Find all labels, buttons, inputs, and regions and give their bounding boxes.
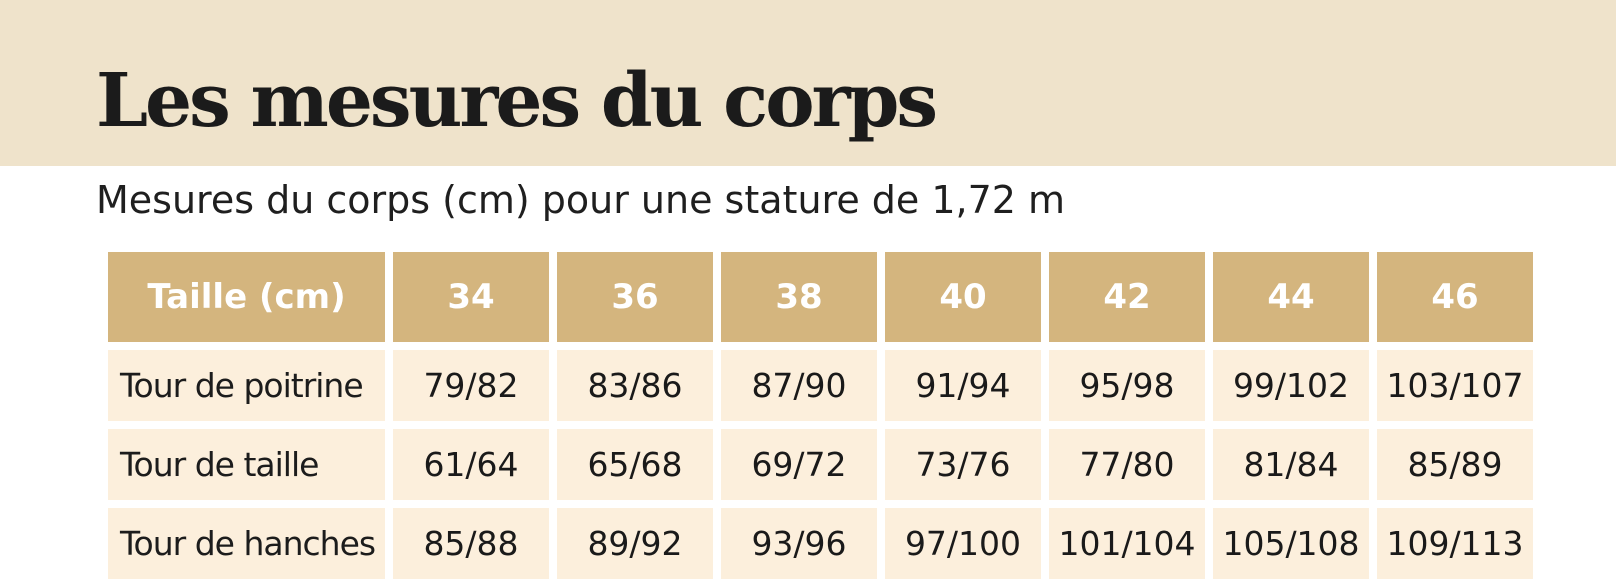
table-cell: 93/96 [721, 508, 877, 579]
table-row-chest: Tour de poitrine 79/82 83/86 87/90 91/94… [108, 350, 1533, 421]
table-cell: 103/107 [1377, 350, 1533, 421]
table-cell: 73/76 [885, 429, 1041, 500]
table-header-row: Taille (cm) 34 36 38 40 42 44 46 [108, 252, 1533, 342]
header-size-44: 44 [1213, 252, 1369, 342]
table-cell: 65/68 [557, 429, 713, 500]
row-label-hips: Tour de hanches [108, 508, 385, 579]
table-row-waist: Tour de taille 61/64 65/68 69/72 73/76 7… [108, 429, 1533, 500]
header-size-40: 40 [885, 252, 1041, 342]
size-table: Taille (cm) 34 36 38 40 42 44 46 Tour de… [100, 244, 1541, 587]
table-cell: 83/86 [557, 350, 713, 421]
table-cell: 85/88 [393, 508, 549, 579]
page-title: Les mesures du corps [96, 58, 938, 144]
table-cell: 91/94 [885, 350, 1041, 421]
header-size-36: 36 [557, 252, 713, 342]
table-cell: 87/90 [721, 350, 877, 421]
table-cell: 77/80 [1049, 429, 1205, 500]
table-cell: 79/82 [393, 350, 549, 421]
table-cell: 109/113 [1377, 508, 1533, 579]
header-size-label: Taille (cm) [108, 252, 385, 342]
table-cell: 85/89 [1377, 429, 1533, 500]
table-cell: 61/64 [393, 429, 549, 500]
header-size-34: 34 [393, 252, 549, 342]
table-cell: 69/72 [721, 429, 877, 500]
row-label-waist: Tour de taille [108, 429, 385, 500]
table-cell: 81/84 [1213, 429, 1369, 500]
table-cell: 101/104 [1049, 508, 1205, 579]
header-size-38: 38 [721, 252, 877, 342]
table-cell: 95/98 [1049, 350, 1205, 421]
table-cell: 105/108 [1213, 508, 1369, 579]
table-row-hips: Tour de hanches 85/88 89/92 93/96 97/100… [108, 508, 1533, 579]
table-cell: 97/100 [885, 508, 1041, 579]
header-size-42: 42 [1049, 252, 1205, 342]
header-size-46: 46 [1377, 252, 1533, 342]
header-band [0, 0, 1616, 166]
row-label-chest: Tour de poitrine [108, 350, 385, 421]
subtitle: Mesures du corps (cm) pour une stature d… [96, 178, 1066, 222]
table-cell: 89/92 [557, 508, 713, 579]
table-cell: 99/102 [1213, 350, 1369, 421]
